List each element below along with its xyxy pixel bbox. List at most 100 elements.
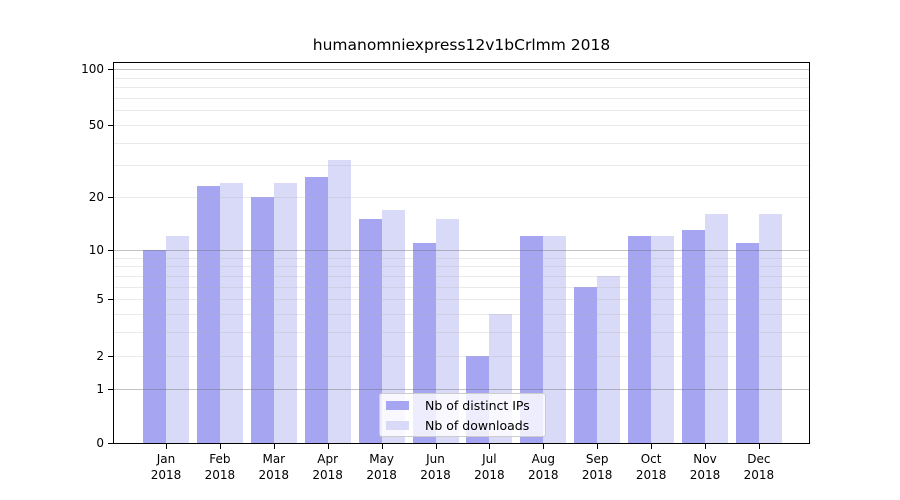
legend-label-distinct-ips: Nb of distinct IPs [425,397,530,413]
legend-entry-distinct-ips: Nb of distinct IPs [386,398,545,413]
x-tick-year: 2018 [420,468,451,482]
gridline-minor-2 [114,355,809,357]
x-tick-year: 2018 [258,468,290,482]
bar-nov-downloads [705,214,728,443]
x-tick-label-nov: Nov 2018 [675,451,735,483]
bar-sep-ips [574,286,598,443]
bar-may-downloads [381,209,405,443]
x-tick-label-jan: Jan 2018 [136,451,196,483]
gridline-major-10 [114,249,809,251]
x-tick-year: 2018 [528,468,559,482]
legend-label-downloads: Nb of downloads [425,417,530,433]
y-tick-0 [108,443,113,444]
y-tick-100 [108,69,113,70]
y-tick-10 [108,250,113,251]
x-tick-month: Nov [693,452,717,466]
x-tick-label-aug: Aug 2018 [513,451,573,483]
gridline-minor-8 [114,266,809,268]
bar-dec-downloads [758,214,782,443]
y-tick-label-0: 0 [96,436,104,450]
gridline-minor-7 [114,275,809,277]
x-tick-jun [436,444,437,449]
x-tick-month: Jun [426,452,445,466]
y-tick-50 [108,125,113,126]
x-tick-aug [543,444,544,449]
y-tick-label-1: 1 [96,382,104,396]
x-tick-month: Jan [156,452,176,466]
x-tick-year: 2018 [366,468,397,482]
x-tick-label-apr: Apr 2018 [298,451,358,483]
bar-dec-ips [735,242,759,443]
x-tick-sep [597,444,598,449]
x-tick-jan [166,444,167,449]
gridline-minor-9 [114,257,809,259]
bar-jan-ips [143,249,166,443]
x-tick-year: 2018 [743,468,775,482]
y-tick-2 [108,356,113,357]
x-tick-month: Aug [531,452,556,466]
x-tick-mar [274,444,275,449]
x-tick-year: 2018 [150,468,182,482]
bar-feb-ips [196,186,220,443]
chart-title: humanomniexpress12v1bCrlmm 2018 [312,36,611,54]
gridline-minor-4 [114,314,809,316]
gridline-minor-80 [114,87,809,89]
y-tick-5 [108,299,113,300]
y-tick-label-2: 2 [96,349,104,363]
x-tick-label-sep: Sep 2018 [567,451,627,483]
bar-jun-downloads [435,219,459,443]
bar-apr-downloads [327,160,351,443]
legend: Nb of distinct IPs Nb of downloads [379,393,546,437]
x-tick-apr [328,444,329,449]
x-tick-year: 2018 [581,468,613,482]
x-tick-label-jun: Jun 2018 [406,451,466,483]
gridline-minor-20 [114,197,809,199]
gridline-minor-60 [114,110,809,112]
x-tick-nov [705,444,706,449]
gridline-minor-40 [114,142,809,144]
x-tick-label-dec: Dec 2018 [729,451,789,483]
gridline-minor-90 [114,77,809,79]
bar-may-ips [358,219,382,443]
legend-swatch-distinct-ips [386,400,409,410]
x-tick-label-mar: Mar 2018 [244,451,304,483]
x-tick-year: 2018 [474,468,505,482]
x-tick-jul [489,444,490,449]
bar-sep-downloads [597,275,621,443]
bar-nov-ips [682,230,705,443]
x-tick-year: 2018 [312,468,343,482]
x-tick-month: Dec [747,452,771,466]
gridline-minor-50 [114,124,809,126]
x-tick-label-may: May 2018 [352,451,412,483]
x-tick-oct [651,444,652,449]
y-tick-label-20: 20 [88,190,104,204]
x-tick-month: Mar [262,452,286,466]
x-tick-label-feb: Feb 2018 [190,451,250,483]
y-tick-label-10: 10 [88,243,104,257]
bar-aug-downloads [543,236,567,443]
gridline-minor-6 [114,286,809,288]
bar-aug-ips [520,236,544,443]
legend-swatch-downloads [386,420,409,430]
y-tick-1 [108,389,113,390]
x-tick-month: Jul [482,452,497,466]
x-tick-month: May [369,452,394,466]
y-tick-label-50: 50 [88,118,104,132]
bar-apr-ips [304,176,328,443]
x-tick-label-jul: Jul 2018 [459,451,519,483]
y-tick-label-5: 5 [96,292,104,306]
x-tick-label-oct: Oct 2018 [621,451,681,483]
gridline-minor-30 [114,165,809,167]
bar-mar-downloads [273,182,297,443]
x-tick-year: 2018 [635,468,667,482]
bar-oct-downloads [651,236,675,443]
gridline-major-1 [114,388,809,390]
x-tick-month: Apr [317,452,339,466]
bar-oct-ips [628,236,652,443]
y-tick-20 [108,197,113,198]
x-tick-may [382,444,383,449]
x-tick-feb [220,444,221,449]
gridline-minor-3 [114,332,809,334]
x-tick-month: Sep [585,452,609,466]
